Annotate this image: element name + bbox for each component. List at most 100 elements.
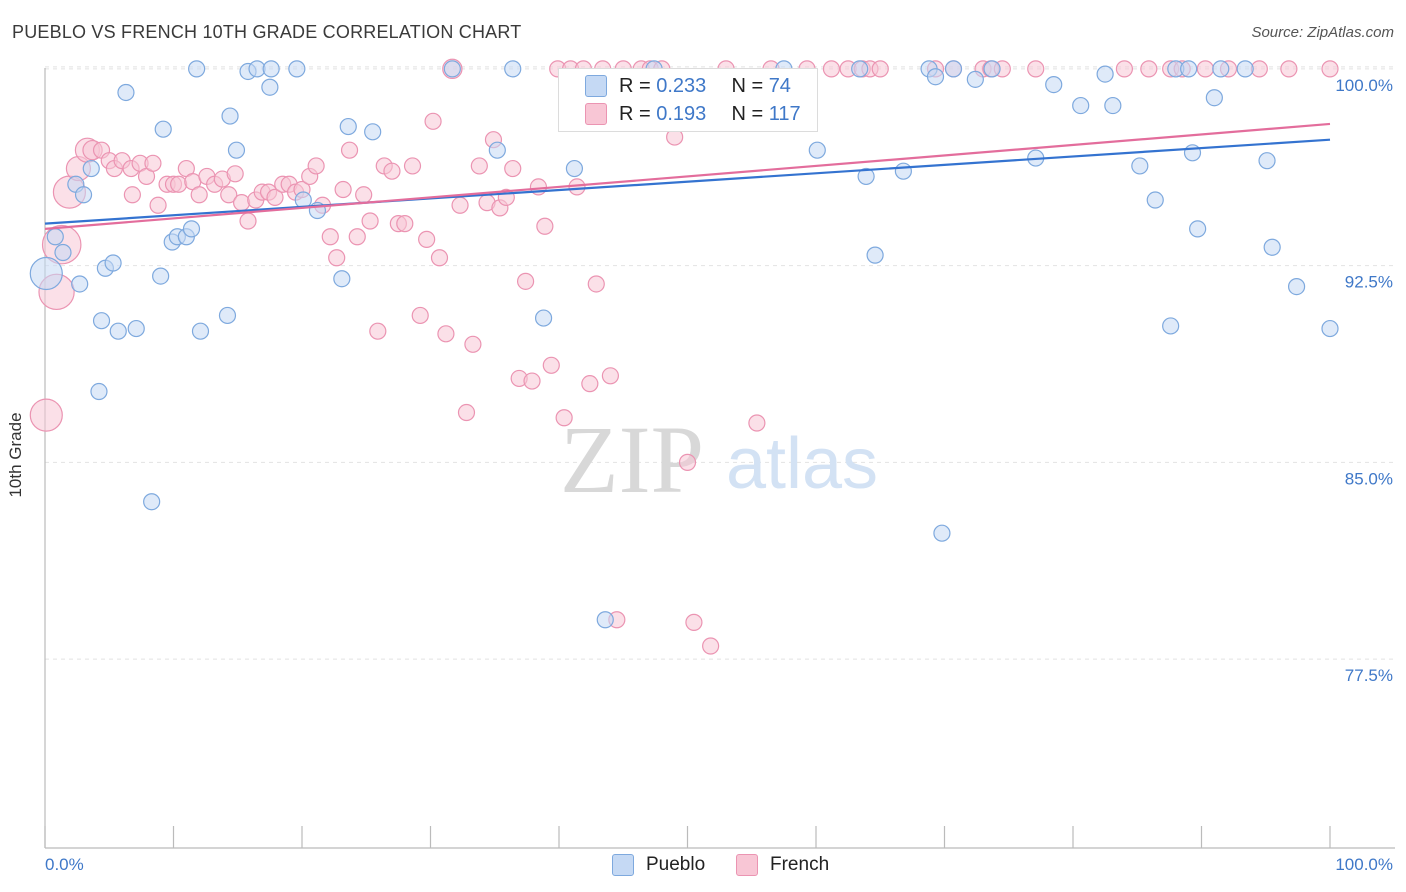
french-point	[418, 230, 436, 248]
french-point	[748, 414, 766, 432]
pueblo-point	[74, 186, 93, 204]
french-point	[233, 194, 251, 212]
french-n-label: N =	[731, 102, 764, 125]
french-point	[266, 188, 284, 207]
french-point	[340, 141, 359, 159]
pueblo-point	[596, 611, 614, 629]
pueblo-point	[488, 141, 506, 159]
french-point	[523, 372, 541, 390]
x-tick-label-max: 100.0%	[1335, 855, 1393, 874]
pueblo-point	[983, 60, 1001, 78]
legend-pueblo-label: Pueblo	[646, 854, 706, 875]
legend-french-swatch	[736, 854, 758, 876]
french-point	[1196, 60, 1214, 78]
pueblo-point	[71, 275, 89, 293]
pueblo-n-value: 74	[768, 74, 791, 97]
french-r-label: R =	[619, 102, 651, 125]
french-point	[149, 196, 167, 214]
pueblo-r-label: R =	[619, 74, 651, 97]
pueblo-point	[1162, 317, 1180, 335]
pueblo-point	[152, 267, 170, 285]
pueblo-point	[944, 60, 963, 78]
pueblo-point	[1236, 60, 1254, 78]
pueblo-point	[227, 141, 246, 159]
french-point	[1280, 60, 1298, 78]
pueblo-point	[1287, 277, 1306, 296]
french-point	[403, 157, 422, 175]
pueblo-point	[1258, 152, 1276, 170]
legend-item-french[interactable]: French	[736, 852, 829, 878]
french-point	[871, 60, 889, 78]
french-point	[464, 335, 482, 353]
french-point	[601, 367, 620, 385]
x-tick-label-min: 0.0%	[45, 855, 84, 874]
pueblo-point	[1189, 220, 1207, 238]
pueblo-point	[966, 70, 984, 88]
pueblo-point	[218, 306, 237, 325]
pueblo-point	[29, 256, 63, 291]
french-point	[220, 186, 238, 204]
french-point	[516, 272, 535, 290]
french-point	[190, 186, 208, 204]
french-point	[226, 165, 244, 183]
french-point	[451, 196, 469, 214]
french-point	[328, 249, 346, 267]
pueblo-point	[1205, 89, 1223, 107]
pueblo-point	[534, 309, 553, 327]
pueblo-point	[808, 141, 826, 159]
pueblo-point	[933, 524, 951, 542]
pueblo-n-label: N =	[731, 74, 764, 97]
pueblo-point	[92, 312, 111, 330]
pueblo-point	[1131, 157, 1149, 175]
pueblo-point	[851, 60, 869, 78]
pueblo-point	[504, 60, 522, 78]
french-point	[144, 154, 162, 172]
french-point	[411, 306, 429, 325]
french-point	[581, 375, 599, 393]
french-points	[29, 58, 1339, 655]
french-point	[170, 175, 188, 193]
pueblo-point	[1180, 60, 1198, 78]
pueblo-point	[109, 322, 127, 340]
french-point	[307, 157, 325, 175]
pueblo-point	[191, 322, 210, 340]
legend-item-pueblo[interactable]: Pueblo	[612, 852, 705, 878]
pueblo-point	[1146, 191, 1164, 209]
french-point	[822, 60, 841, 78]
pueblo-swatch	[585, 75, 607, 97]
french-point	[348, 228, 366, 246]
pueblo-point	[1321, 319, 1339, 338]
french-point	[430, 249, 449, 267]
french-point	[685, 613, 703, 631]
legend-french-label: French	[770, 854, 830, 875]
french-point	[702, 637, 720, 655]
pueblo-point	[1045, 75, 1063, 94]
y-tick-label: 92.5%	[1345, 273, 1393, 292]
french-point	[504, 159, 522, 178]
french-point	[1115, 60, 1134, 78]
french-point	[536, 217, 554, 235]
y-tick-label: 85.0%	[1345, 469, 1393, 488]
french-swatch	[585, 103, 607, 125]
pueblo-point	[46, 228, 64, 246]
chart-title: PUEBLO VS FRENCH 10TH GRADE CORRELATION …	[12, 22, 522, 42]
pueblo-point	[894, 162, 912, 180]
pueblo-points	[29, 60, 1339, 629]
french-point	[1321, 60, 1339, 78]
pueblo-point	[857, 167, 875, 186]
french-point	[678, 453, 697, 471]
pueblo-point	[117, 83, 135, 102]
pueblo-point	[1104, 96, 1122, 115]
pueblo-point	[1072, 96, 1090, 115]
french-point	[29, 398, 63, 432]
french-point	[123, 186, 141, 204]
pueblo-point	[288, 60, 306, 78]
pueblo-point	[90, 382, 108, 401]
trend-lines	[44, 122, 1331, 230]
pueblo-point	[926, 68, 945, 86]
pueblo-point	[154, 120, 172, 138]
french-point	[383, 162, 401, 180]
axes	[44, 68, 1395, 849]
pueblo-point	[221, 107, 239, 125]
french-point	[542, 356, 560, 374]
